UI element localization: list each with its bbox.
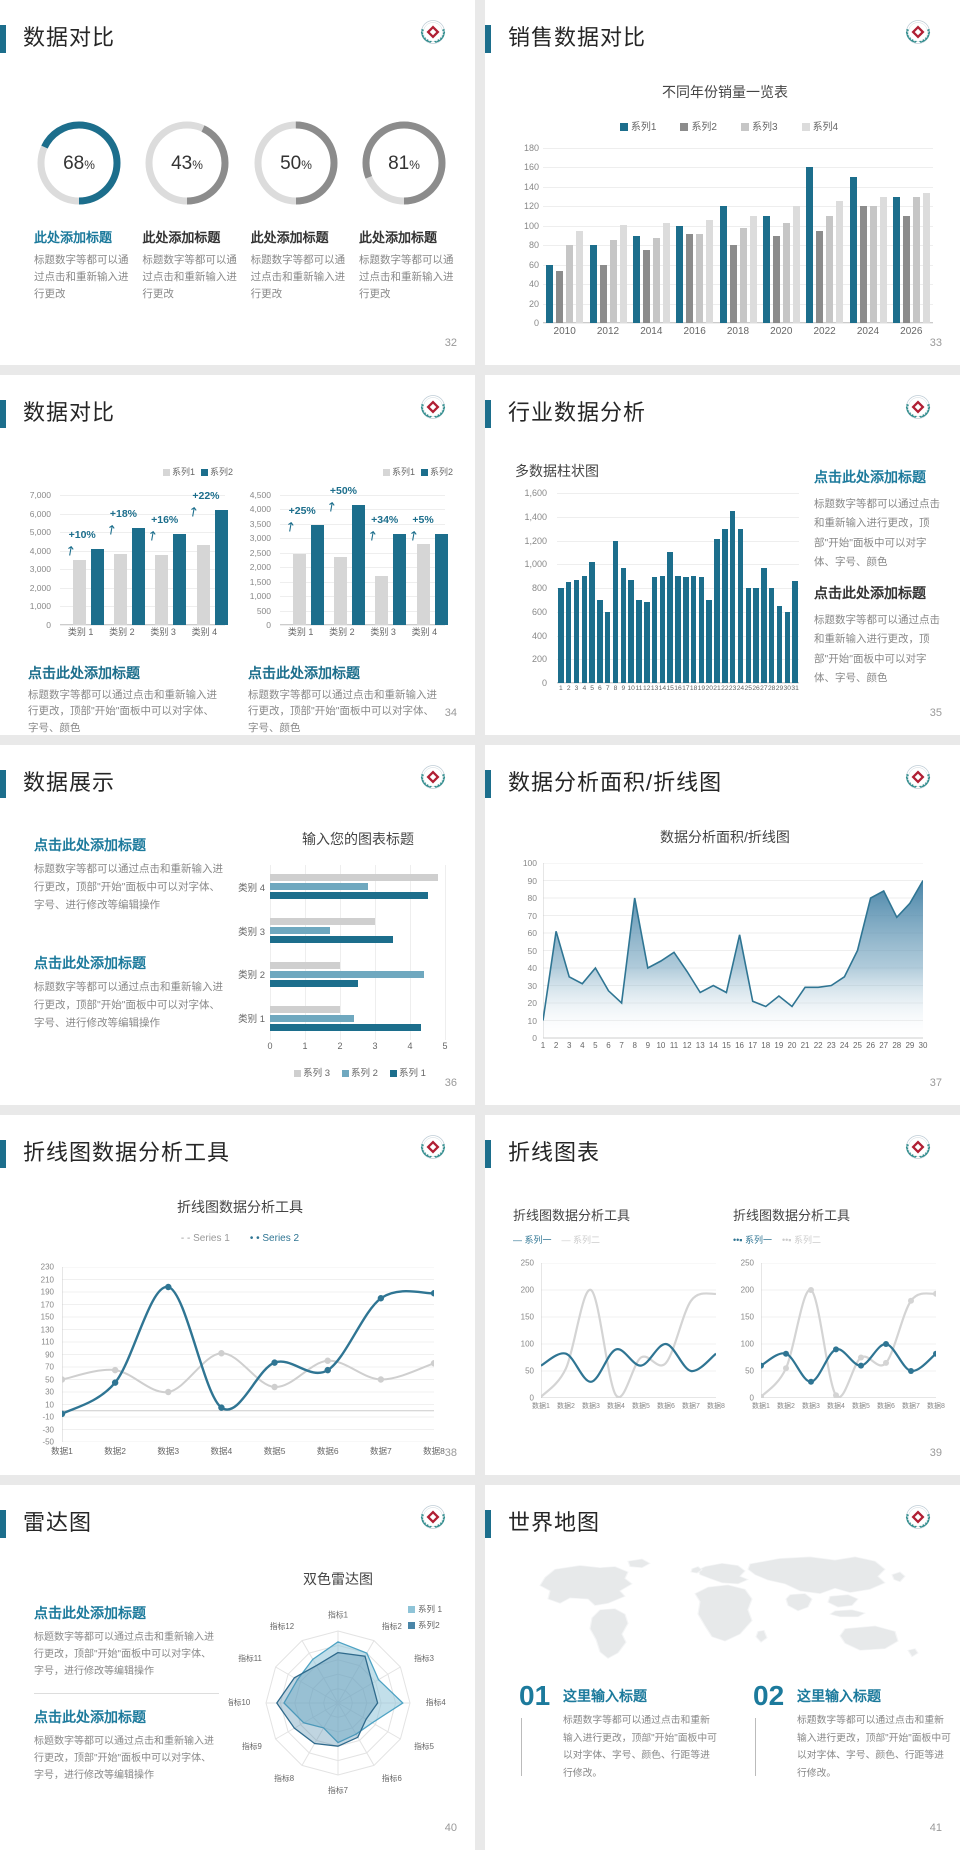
svg-text:81%: 81% <box>388 153 420 174</box>
svg-text:68%: 68% <box>63 153 95 174</box>
svg-text:指标5: 指标5 <box>414 1741 435 1751</box>
svg-text:指标7: 指标7 <box>328 1785 348 1795</box>
svg-text:指标4: 指标4 <box>426 1697 447 1707</box>
svg-text:指标2: 指标2 <box>382 1621 402 1631</box>
svg-text:指标3: 指标3 <box>414 1653 434 1663</box>
svg-text:指标11: 指标11 <box>238 1653 262 1663</box>
svg-text:指标8: 指标8 <box>274 1773 294 1783</box>
svg-text:50%: 50% <box>280 153 312 174</box>
svg-text:指标6: 指标6 <box>382 1773 402 1783</box>
svg-text:指标12: 指标12 <box>270 1621 294 1631</box>
svg-text:指标1: 指标1 <box>328 1609 348 1619</box>
svg-text:指标9: 指标9 <box>242 1741 262 1751</box>
svg-text:指标10: 指标10 <box>228 1697 251 1707</box>
svg-text:43%: 43% <box>171 153 203 174</box>
